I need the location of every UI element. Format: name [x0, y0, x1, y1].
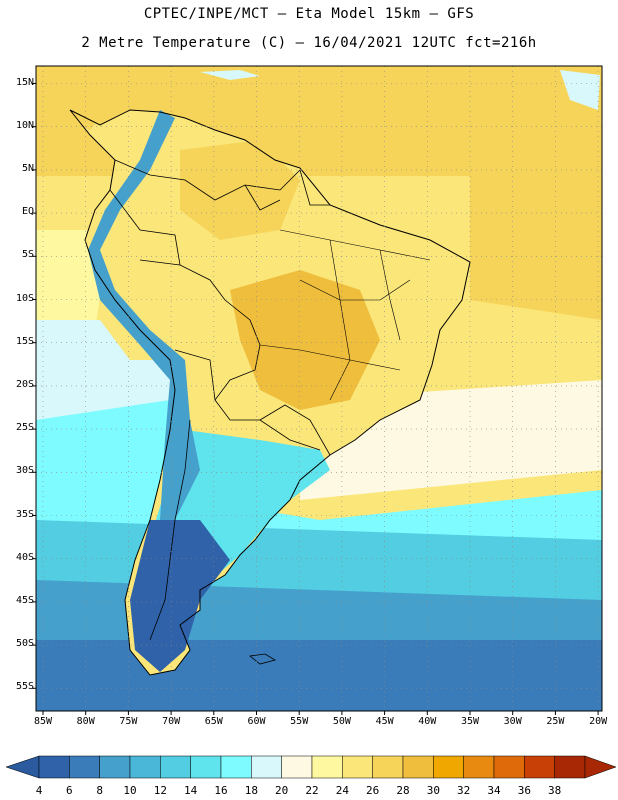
lat-label: EQ	[21, 206, 34, 218]
lat-label: 40S	[15, 551, 34, 563]
cold-patagonia	[130, 520, 230, 672]
lon-label: 35W	[460, 716, 480, 727]
colorbar-tick-label: 30	[426, 784, 440, 797]
colorbar-cell	[220, 755, 252, 779]
colorbar-tick-label: 34	[487, 784, 501, 797]
caribbean-islands	[200, 70, 600, 110]
colorbar-cell	[281, 755, 313, 779]
lon-label: 60W	[247, 716, 266, 727]
lat-label: 45S	[15, 594, 34, 606]
lon-label: 75W	[119, 716, 138, 727]
colorbar-tick-label: 28	[396, 784, 410, 797]
lat-label: 15N	[15, 76, 34, 88]
lat-label: 20S	[15, 378, 34, 390]
colorbar-cell	[493, 755, 525, 779]
lon-label: 80W	[76, 716, 95, 727]
coastline	[69, 109, 471, 676]
colorbar-tick-label: 14	[184, 784, 198, 797]
lon-label: 20W	[589, 716, 608, 727]
brazil-state-lines	[259, 229, 431, 401]
colorbar-tick-label: 4	[35, 784, 43, 797]
colorbar-cell	[524, 755, 555, 779]
colorbar-cell	[433, 755, 464, 779]
lon-label: 65W	[204, 716, 223, 727]
colorbar-cell	[402, 755, 434, 779]
lat-label: 55S	[15, 681, 34, 693]
colorbar-cell	[251, 755, 282, 779]
map-frame	[35, 65, 603, 712]
colorbar-tick-label: 6	[66, 784, 73, 797]
colorbar-tick-label: 24	[335, 784, 349, 797]
colorbar-cell	[372, 755, 404, 779]
lon-label: 50W	[332, 716, 351, 727]
colorbar-tick-label: 10	[123, 784, 137, 797]
lat-label: 50S	[15, 638, 34, 650]
colorbar-tick-label: 18	[244, 784, 258, 797]
colorbar-cell	[463, 755, 495, 779]
colorbar	[5, 755, 617, 779]
colorbar-tick-label: 32	[457, 784, 471, 797]
map-title-line-1: CPTEC/INPE/MCT – Eta Model 15km – GFS	[143, 6, 475, 22]
ocean-warm-atlantic	[470, 130, 602, 320]
colorbar-tick-label: 12	[153, 784, 167, 797]
lat-label: 5S	[21, 249, 34, 261]
lon-label: 45W	[375, 716, 394, 727]
colorbar-tick-label: 26	[366, 784, 380, 797]
central-america-land	[36, 70, 100, 130]
colorbar-tick-label: 16	[214, 784, 228, 797]
colorbar-tick-label: 20	[275, 784, 289, 797]
axis-ticks	[32, 83, 599, 715]
lat-label: 35S	[15, 508, 34, 520]
lat-label: 10S	[15, 292, 34, 304]
lon-label: 55W	[290, 716, 309, 727]
lat-label: 5N	[21, 162, 34, 174]
colorbar-tick-label: 36	[517, 784, 531, 797]
lat-label: 15S	[15, 335, 34, 347]
colorbar-cell	[190, 755, 222, 779]
map-field	[36, 66, 602, 711]
lon-label: 25W	[546, 716, 565, 727]
lon-label: 40W	[418, 716, 437, 727]
colorbar-cell	[38, 755, 70, 779]
colorbar-cell	[342, 755, 373, 779]
colorbar-tick-label: 8	[96, 784, 103, 797]
colorbar-low-arrow	[5, 755, 40, 779]
colorbar-high-arrow	[584, 755, 617, 779]
lat-label: 10N	[15, 119, 34, 131]
map-title-line-2: 2 Metre Temperature (C) – 16/04/2021 12U…	[81, 35, 537, 51]
colorbar-cell	[311, 755, 343, 779]
lon-label: 30W	[503, 716, 522, 727]
colorbar-tick-label: 22	[305, 784, 319, 797]
colorbar-cell	[160, 755, 191, 779]
lat-label: 30S	[15, 465, 34, 477]
lat-label: 25S	[15, 422, 34, 434]
colorbar-cell	[99, 755, 131, 779]
lon-label: 85W	[33, 716, 53, 727]
colorbar-cell	[129, 755, 161, 779]
colorbar-cell	[69, 755, 100, 779]
ocean-cold-south	[36, 640, 602, 711]
colorbar-tick-label: 38	[548, 784, 562, 797]
lon-label: 70W	[162, 716, 181, 727]
hot-amazon	[180, 140, 300, 240]
colorbar-cell	[554, 755, 586, 779]
